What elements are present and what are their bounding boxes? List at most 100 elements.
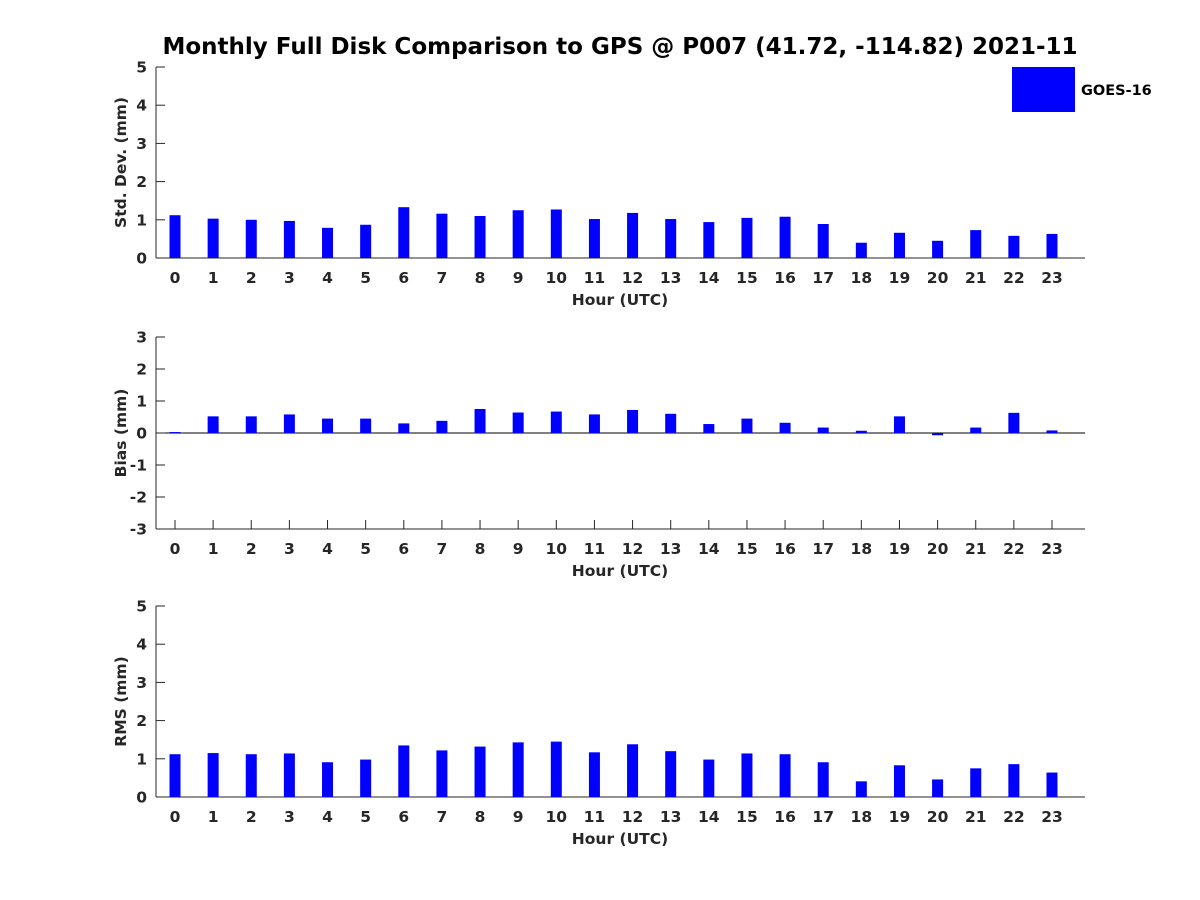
y-tick-label: 1 <box>136 750 147 768</box>
x-tick-label: 16 <box>774 269 796 287</box>
bar-hour-9 <box>512 742 524 797</box>
x-tick-label: 6 <box>398 808 409 826</box>
bar-hour-21 <box>970 768 982 797</box>
bar-hour-0 <box>169 432 181 433</box>
x-tick-label: 20 <box>927 269 949 287</box>
y-tick-label: 2 <box>136 712 147 730</box>
bar-hour-22 <box>1008 764 1020 797</box>
bar-hour-21 <box>970 230 982 258</box>
y-tick-label: 1 <box>136 211 147 229</box>
y-tick-label: 0 <box>136 789 147 807</box>
bar-hour-11 <box>588 219 600 258</box>
bar-hour-22 <box>1008 412 1020 433</box>
bar-hour-2 <box>245 219 257 258</box>
bar-hour-4 <box>322 227 334 258</box>
bar-hour-18 <box>855 430 867 433</box>
bar-hour-13 <box>665 219 677 258</box>
bar-hour-0 <box>169 754 181 797</box>
bar-hour-16 <box>779 216 791 258</box>
bar-hour-23 <box>1046 772 1058 797</box>
bar-hour-4 <box>322 762 334 797</box>
x-tick-label: 1 <box>208 269 219 287</box>
x-tick-label: 14 <box>698 540 720 558</box>
bar-hour-19 <box>893 232 905 258</box>
x-tick-label: 22 <box>1003 808 1025 826</box>
x-axis-label: Hour (UTC) <box>572 830 668 848</box>
y-tick-label: -1 <box>130 457 147 475</box>
bar-hour-14 <box>703 759 715 797</box>
x-tick-label: 5 <box>360 540 371 558</box>
y-tick-label: 0 <box>136 250 147 268</box>
y-tick-label: 3 <box>136 329 147 347</box>
bar-hour-6 <box>398 745 410 797</box>
bar-hour-22 <box>1008 235 1020 258</box>
bar-hour-10 <box>550 411 562 433</box>
bar-hour-11 <box>588 414 600 433</box>
x-tick-label: 4 <box>322 808 333 826</box>
bar-hour-17 <box>817 224 829 258</box>
legend-swatch <box>1012 67 1075 112</box>
bar-hour-15 <box>741 217 753 258</box>
bar-hour-7 <box>436 750 448 797</box>
x-tick-label: 9 <box>513 540 524 558</box>
bar-hour-10 <box>550 209 562 258</box>
y-tick-label: 2 <box>136 361 147 379</box>
legend: GOES-16 <box>1012 67 1152 112</box>
bar-hour-6 <box>398 423 410 433</box>
x-tick-label: 7 <box>437 808 448 826</box>
x-tick-label: 15 <box>736 269 758 287</box>
x-tick-label: 3 <box>284 808 295 826</box>
x-tick-label: 12 <box>622 269 644 287</box>
bar-hour-6 <box>398 207 410 258</box>
x-tick-label: 18 <box>851 808 873 826</box>
x-tick-label: 4 <box>322 540 333 558</box>
bar-hour-3 <box>283 220 295 258</box>
x-tick-label: 10 <box>546 808 568 826</box>
y-tick-label: 0 <box>136 425 147 443</box>
bar-hour-13 <box>665 413 677 433</box>
bar-hour-20 <box>932 240 944 258</box>
x-tick-label: 13 <box>660 540 682 558</box>
x-axis-label: Hour (UTC) <box>572 291 668 309</box>
x-tick-label: 8 <box>475 269 486 287</box>
x-tick-label: 14 <box>698 269 720 287</box>
x-tick-label: 5 <box>360 808 371 826</box>
bar-hour-3 <box>283 414 295 433</box>
y-tick-label: 5 <box>136 59 147 77</box>
y-tick-label: 4 <box>136 97 147 115</box>
y-tick-label: -2 <box>130 489 147 507</box>
bar-hour-23 <box>1046 233 1058 258</box>
x-tick-label: 2 <box>246 269 257 287</box>
bar-hour-7 <box>436 420 448 433</box>
x-tick-label: 7 <box>437 269 448 287</box>
x-tick-label: 6 <box>398 540 409 558</box>
y-axis-label: RMS (mm) <box>112 656 130 746</box>
bar-hour-18 <box>855 242 867 258</box>
x-tick-label: 14 <box>698 808 720 826</box>
bar-hour-9 <box>512 210 524 258</box>
x-tick-label: 7 <box>437 540 448 558</box>
bar-hour-20 <box>932 433 944 436</box>
x-tick-label: 18 <box>851 269 873 287</box>
x-tick-label: 20 <box>927 540 949 558</box>
x-tick-label: 9 <box>513 808 524 826</box>
y-tick-label: 3 <box>136 135 147 153</box>
y-tick-label: 5 <box>136 598 147 616</box>
bar-hour-7 <box>436 213 448 258</box>
x-tick-label: 1 <box>208 808 219 826</box>
x-tick-label: 2 <box>246 808 257 826</box>
x-tick-label: 15 <box>736 540 758 558</box>
bar-hour-17 <box>817 427 829 433</box>
x-tick-label: 21 <box>965 808 987 826</box>
bar-hour-2 <box>245 416 257 433</box>
bar-hour-14 <box>703 222 715 258</box>
x-tick-label: 20 <box>927 808 949 826</box>
x-tick-label: 21 <box>965 540 987 558</box>
x-tick-label: 18 <box>851 540 873 558</box>
x-tick-label: 17 <box>812 269 834 287</box>
bar-hour-5 <box>360 759 372 797</box>
x-tick-label: 4 <box>322 269 333 287</box>
